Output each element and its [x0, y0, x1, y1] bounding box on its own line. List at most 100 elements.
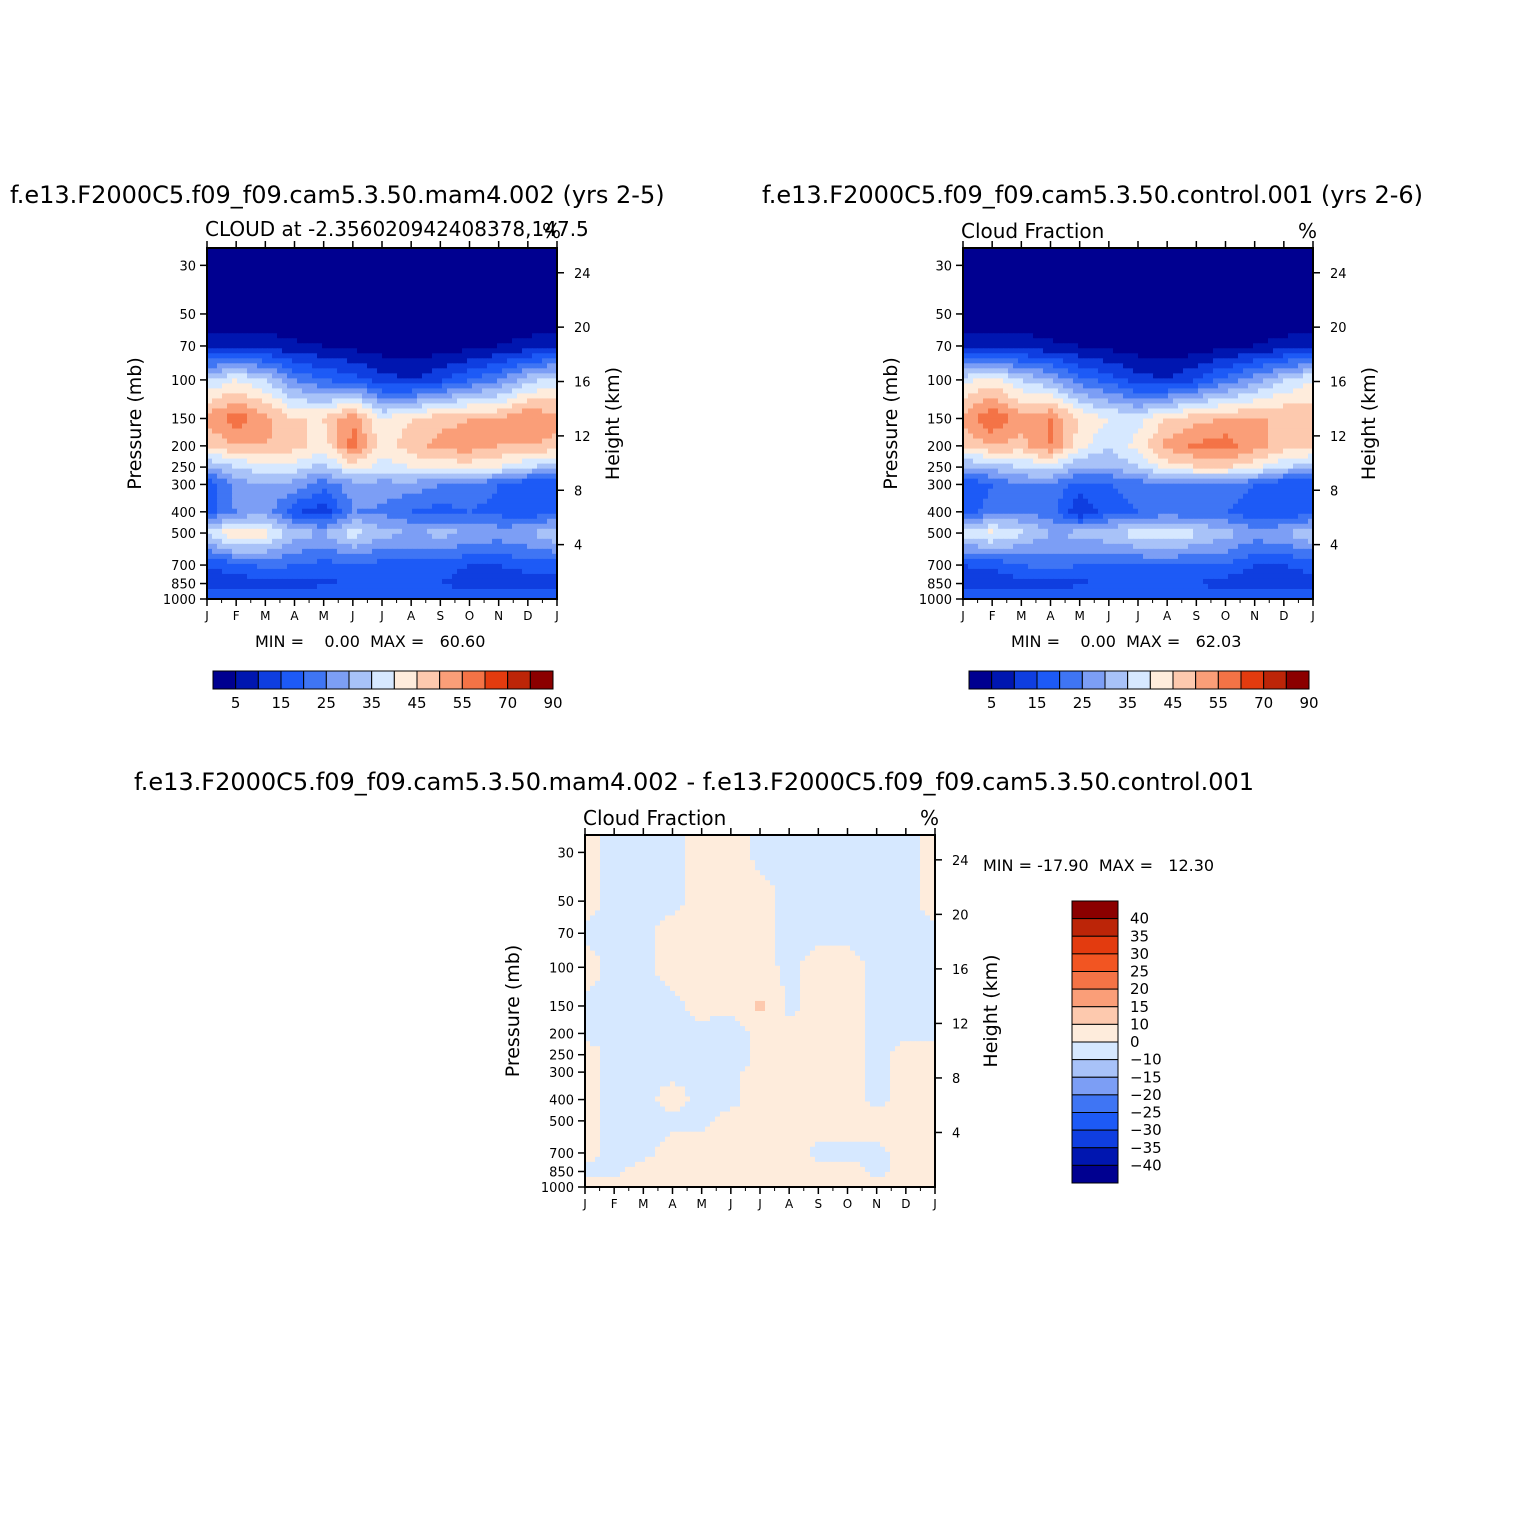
contour-cell [412, 293, 418, 299]
contour-cell [237, 248, 243, 254]
contour-cell [322, 418, 328, 425]
contour-cell [357, 318, 363, 324]
contour-cell [342, 323, 348, 329]
contour-cell [432, 328, 438, 334]
contour-cell [232, 518, 238, 525]
contour-cell [347, 458, 353, 465]
contour-cell [362, 438, 368, 445]
contour-cell [207, 568, 213, 575]
contour-cell [242, 513, 248, 520]
contour-cell [292, 543, 298, 550]
contour-cell [292, 588, 298, 595]
contour-cell [452, 318, 458, 324]
contour-cell [332, 408, 338, 415]
contour-cell [492, 548, 498, 555]
contour-cell [367, 463, 373, 470]
contour-cell [532, 288, 538, 294]
contour-cell [377, 293, 383, 299]
x-tick-label: F [233, 609, 240, 623]
contour-cell [332, 503, 338, 510]
contour-cell [347, 358, 353, 364]
contour-cell [447, 563, 453, 570]
contour-cell [532, 358, 538, 364]
contour-cell [487, 253, 493, 259]
contour-cell [432, 573, 438, 580]
contour-cell [402, 488, 408, 495]
contour-cell [542, 448, 548, 455]
contour-cell [267, 423, 273, 430]
contour-cell [332, 543, 338, 550]
contour-cell [227, 403, 233, 410]
contour-cell [442, 468, 448, 475]
contour-cell [417, 268, 423, 274]
contour-cell [477, 553, 483, 560]
contour-cell [422, 578, 428, 585]
contour-cell [527, 468, 533, 475]
contour-cell [352, 483, 358, 490]
contour-cell [407, 498, 413, 505]
contour-cell [262, 283, 268, 289]
contour-cell [372, 368, 378, 374]
contour-cell [322, 348, 328, 354]
contour-cell [522, 528, 528, 535]
contour-cell [447, 518, 453, 525]
contour-cell [362, 373, 368, 379]
contour-cell [462, 388, 468, 395]
contour-cell [472, 328, 478, 334]
contour-cell [267, 408, 273, 415]
contour-cell [227, 273, 233, 279]
contour-cell [387, 558, 393, 565]
contour-cell [412, 533, 418, 540]
contour-cell [427, 508, 433, 515]
contour-cell [472, 428, 478, 435]
contour-cell [467, 508, 473, 515]
contour-cell [357, 283, 363, 289]
contour-cell [492, 568, 498, 575]
contour-cell [362, 248, 368, 254]
contour-cell [237, 338, 243, 344]
contour-cell [307, 383, 313, 389]
contour-cell [542, 558, 548, 565]
contour-cell [262, 488, 268, 495]
contour-cell [352, 353, 358, 359]
contour-cell [287, 358, 293, 364]
contour-cell [412, 258, 418, 264]
contour-cell [282, 433, 288, 440]
contour-cell [287, 298, 293, 304]
contour-cell [357, 343, 363, 349]
contour-cell [482, 373, 488, 379]
contour-cell [432, 373, 438, 379]
contour-cell [357, 493, 363, 500]
contour-cell [437, 383, 443, 389]
contour-cell [412, 398, 418, 405]
contour-cell [212, 448, 218, 455]
contour-cell [487, 263, 493, 269]
contour-cell [257, 338, 263, 344]
contour-cell [292, 418, 298, 425]
contour-cell [257, 473, 263, 480]
contour-cell [337, 483, 343, 490]
contour-cell [427, 568, 433, 575]
contour-cell [542, 468, 548, 475]
contour-cell [287, 268, 293, 274]
contour-cell [542, 358, 548, 364]
contour-cell [547, 373, 553, 379]
contour-cell [232, 368, 238, 374]
contour-cell [472, 353, 478, 359]
contour-cell [457, 538, 463, 545]
contour-cell [332, 533, 338, 540]
contour-cell [447, 348, 453, 354]
contour-cell [517, 348, 523, 354]
contour-cell [522, 503, 528, 510]
contour-cell [437, 368, 443, 374]
contour-cell [387, 513, 393, 520]
contour-cell [372, 543, 378, 550]
contour-cell [437, 343, 443, 349]
contour-cell [297, 443, 303, 450]
contour-cell [432, 408, 438, 415]
contour-cell [272, 393, 278, 400]
contour-cell [442, 413, 448, 420]
contour-cell [552, 373, 557, 379]
contour-cell [272, 263, 278, 269]
contour-cell [472, 283, 478, 289]
